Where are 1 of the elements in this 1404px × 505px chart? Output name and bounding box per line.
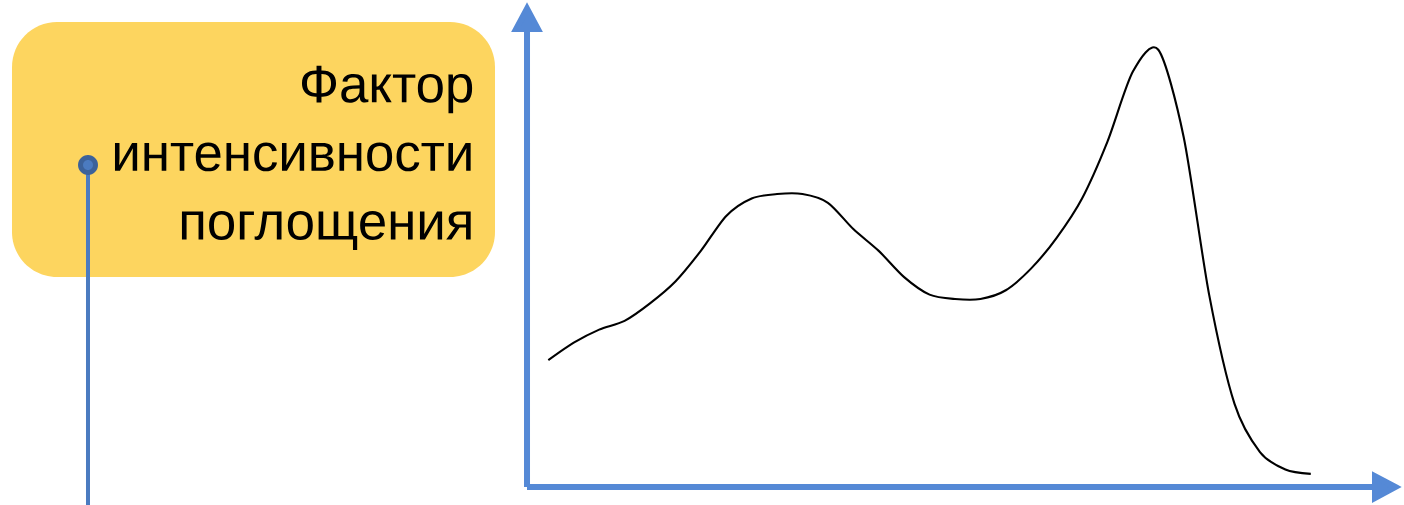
text: Фактор интенсивности поглощения bbox=[114, 65, 473, 250]
